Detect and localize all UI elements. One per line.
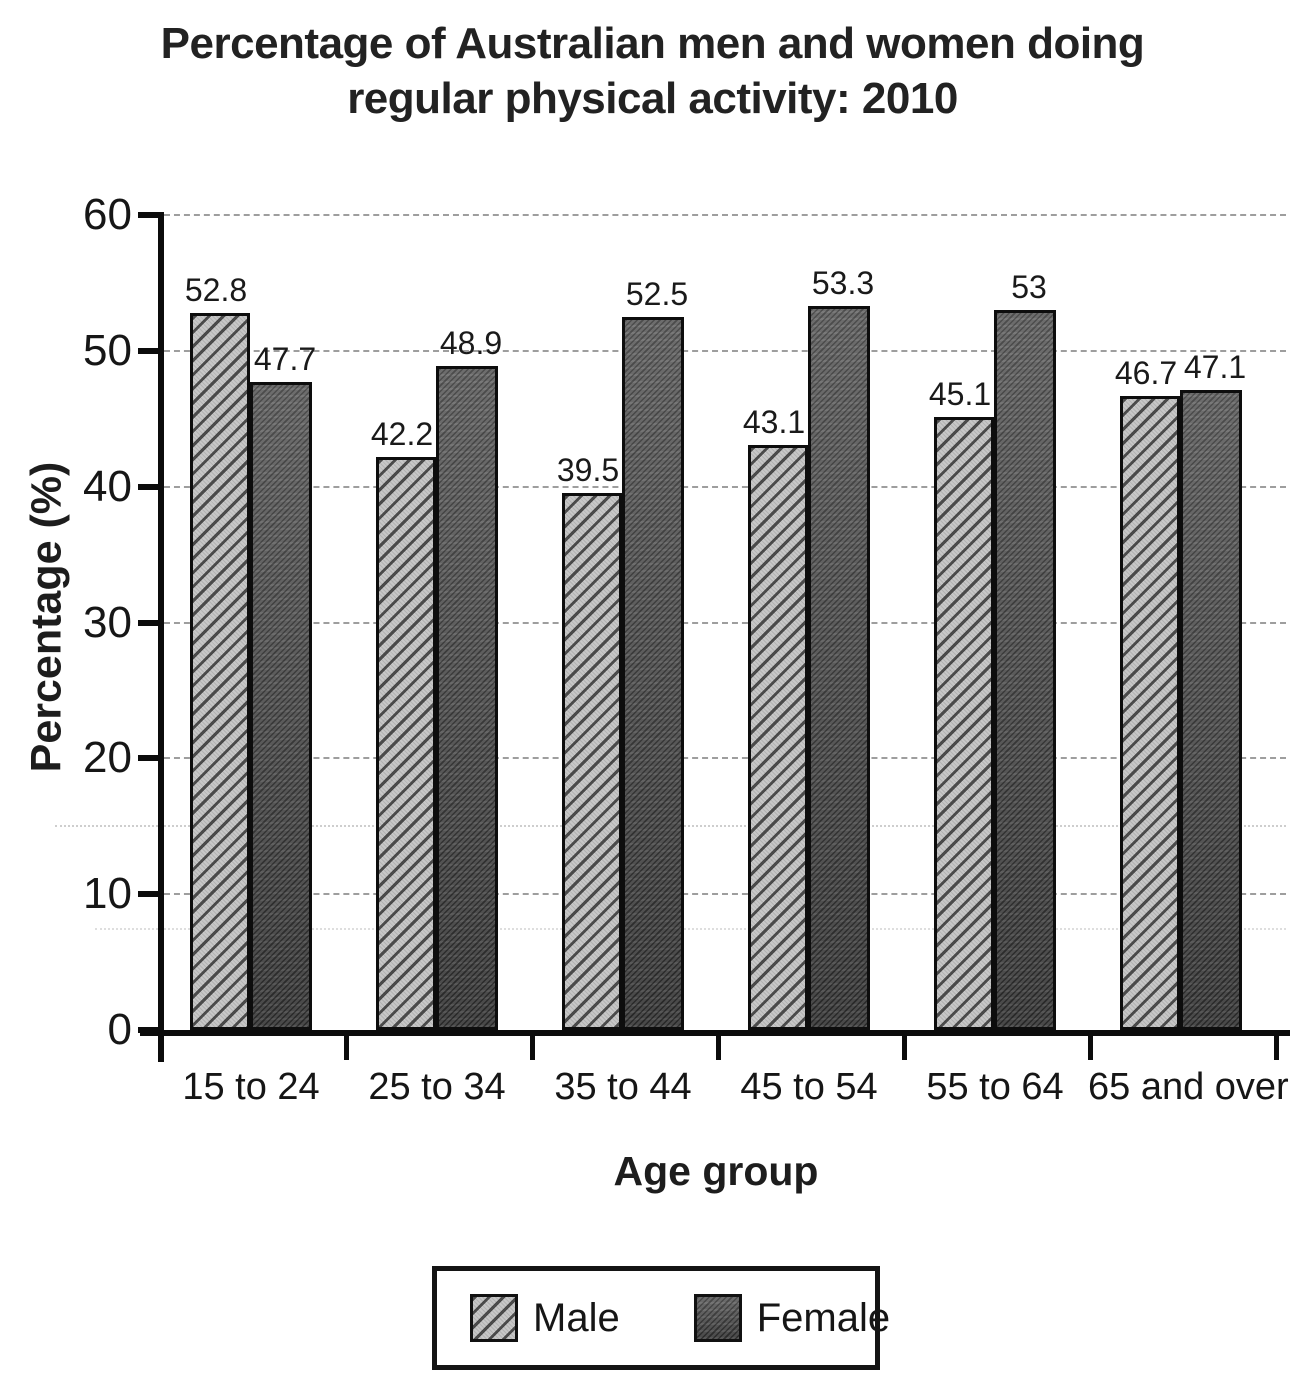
bar-value-female-55-to-64: 53 [1011,269,1047,306]
bar-value-male-45-to-54: 43.1 [742,403,806,440]
bar-value-female-15-to-24: 47.7 [253,341,317,378]
y-gridline-50 [164,349,1286,352]
bar-female-25-to-34 [436,365,498,1030]
legend-inner: Male Female [437,1271,890,1365]
bar-male-35-to-44 [562,493,622,1030]
chart-title: Percentage of Australian men and women d… [0,16,1305,126]
y-axis-tick-30 [138,619,158,626]
bar-value-male-25-to-34: 42.2 [370,415,434,452]
bar-male-55-to-64 [934,417,994,1030]
y-tick-label-50: 50 [83,325,132,375]
bar-value-male-15-to-24: 52.8 [184,271,248,308]
x-axis-tick-3 [716,1030,721,1060]
y-tick-label-20: 20 [83,733,132,783]
x-category-label-65-and-over: 65 and over [1088,1066,1289,1108]
y-axis-tick-60 [138,212,158,218]
y-axis-tick-40 [138,483,158,490]
y-tick-label-0: 0 [107,1005,132,1054]
x-axis-title: Age group [613,1148,819,1194]
y-tick-label-40: 40 [83,461,132,511]
y-gridline-20 [164,757,1286,760]
chart-title-line-2: regular physical activity: 2010 [347,74,958,123]
x-axis-tick-2 [530,1030,535,1060]
scan-artifact-line-2 [95,928,1286,930]
legend-female-label: Female [756,1295,891,1340]
bar-value-male-35-to-44: 39.5 [556,452,620,489]
bar-male-45-to-54 [748,444,808,1030]
y-tick-label-30: 30 [83,597,132,647]
bar-female-55-to-64 [994,310,1056,1030]
x-axis-tick-6 [1274,1030,1279,1060]
x-axis-tick-0 [158,1030,163,1060]
bar-value-female-35-to-44: 52.5 [625,275,689,312]
y-gridline-60 [164,214,1286,216]
bar-female-65-and-over [1180,390,1242,1030]
bar-male-25-to-34 [376,456,436,1030]
y-gridline-10 [164,893,1286,896]
y-gridline-40 [164,485,1286,488]
bar-value-male-55-to-64: 45.1 [928,376,992,413]
legend-male-label: Male [533,1295,620,1340]
y-axis-tick-20 [138,755,158,762]
bar-female-15-to-24 [250,382,312,1030]
x-category-label-45-to-54: 45 to 54 [740,1066,878,1108]
legend-male-swatch-icon [470,1294,518,1342]
x-axis-tick-4 [902,1030,907,1060]
y-gridline-30 [164,621,1286,624]
x-axis-tick-1 [344,1030,349,1060]
legend: Male Female [432,1266,890,1370]
x-axis-tick-5 [1088,1030,1093,1060]
bar-female-45-to-54 [808,306,870,1030]
bar-value-female-65-and-over: 47.1 [1183,349,1247,386]
y-axis-tick-10 [138,891,158,898]
y-axis-tick-50 [138,347,158,354]
x-axis-line [140,1030,1290,1036]
x-category-label-55-to-64: 55 to 64 [926,1066,1064,1108]
bar-female-35-to-44 [622,316,684,1030]
bar-male-15-to-24 [190,312,250,1030]
chart-title-line-1: Percentage of Australian men and women d… [160,19,1145,68]
x-category-label-25-to-34: 25 to 34 [368,1066,506,1108]
x-category-label-35-to-44: 35 to 44 [554,1066,692,1108]
bar-value-female-25-to-34: 48.9 [439,324,503,361]
bar-value-female-45-to-54: 53.3 [811,265,875,301]
y-tick-label-10: 10 [83,869,132,919]
bar-value-male-65-and-over: 46.7 [1114,354,1178,391]
y-axis-line [158,212,164,1062]
y-tick-label-60: 60 [83,190,132,239]
x-category-label-15-to-24: 15 to 24 [182,1066,320,1108]
legend-female-swatch-icon [693,1294,742,1342]
bar-male-65-and-over [1120,395,1180,1030]
